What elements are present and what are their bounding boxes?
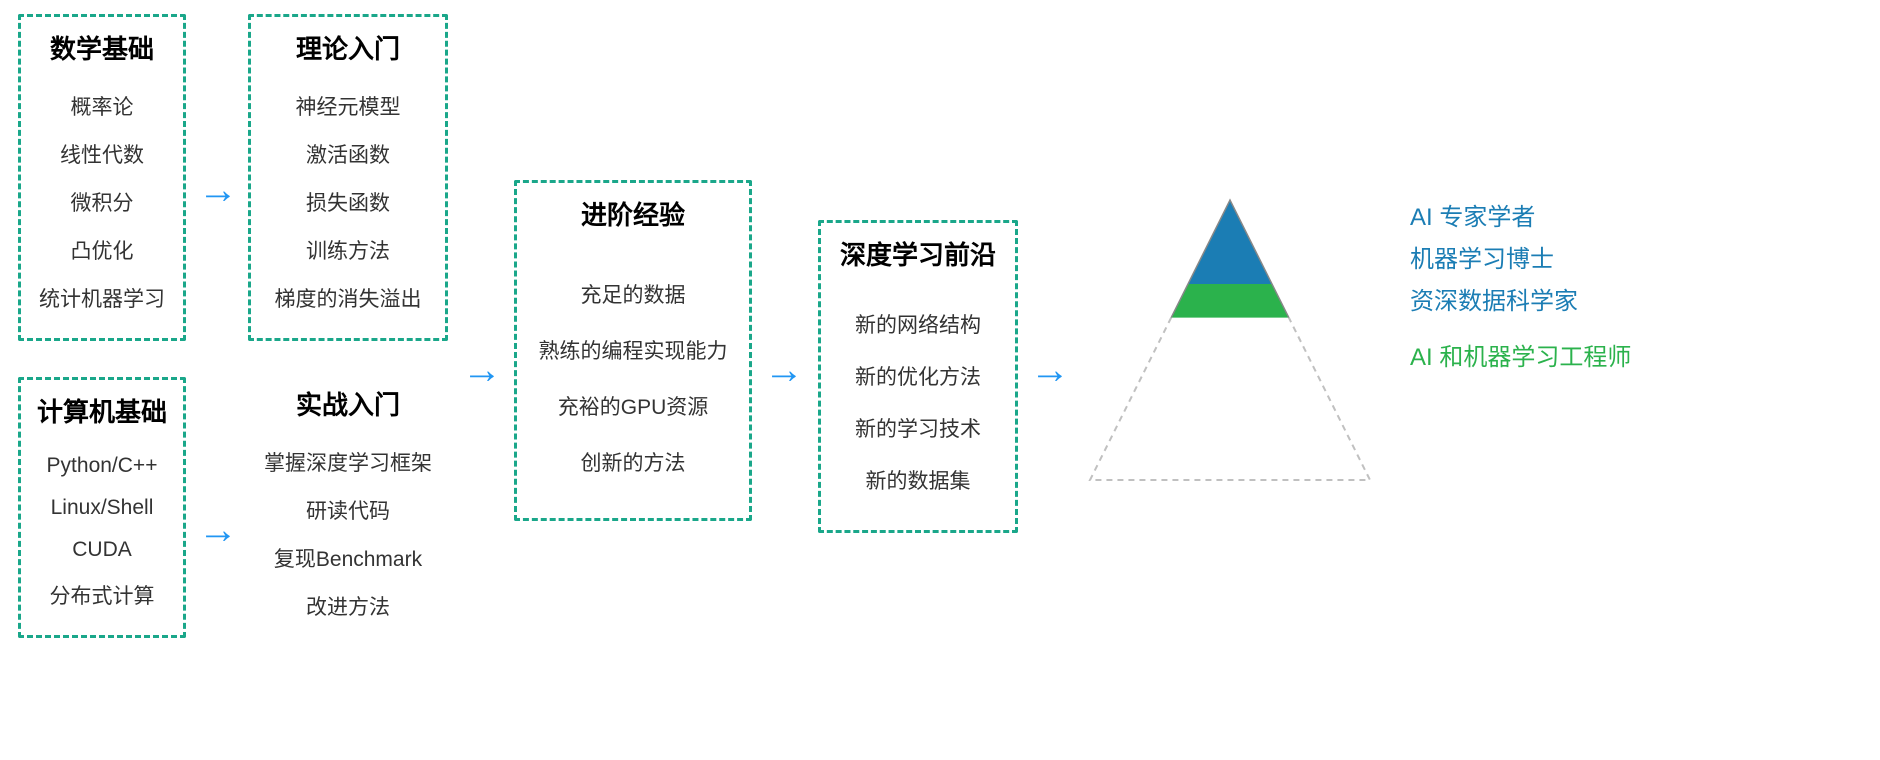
box-cs-foundation: 计算机基础 Python/C++ Linux/Shell CUDA 分布式计算 [18,377,186,638]
box-theory-intro: 理论入门 神经元模型 激活函数 损失函数 训练方法 梯度的消失溢出 [248,14,448,341]
box-advanced-experience: 进阶经验 充足的数据 熟练的编程实现能力 充裕的GPU资源 创新的方法 [514,180,752,521]
box-item: Python/C++ [47,454,158,478]
box-item: 激活函数 [306,139,390,169]
box-item: 充足的数据 [581,279,686,309]
legend-line: AI 和机器学习工程师 [1410,340,1631,376]
arrow-icon: → [462,350,502,390]
box-item: 神经元模型 [296,91,401,121]
box-item: 充裕的GPU资源 [558,391,709,421]
box-item: Linux/Shell [51,496,154,520]
column-1: 数学基础 概率论 线性代数 微积分 凸优化 统计机器学习 计算机基础 Pytho… [18,14,186,638]
box-item: 新的优化方法 [855,361,981,391]
box-item: 统计机器学习 [39,283,165,313]
box-item: 梯度的消失溢出 [275,283,422,313]
box-item: 新的网络结构 [855,309,981,339]
box-title: 深度学习前沿 [840,235,996,272]
legend: AI 专家学者 机器学习博士 资深数据科学家 AI 和机器学习工程师 [1410,200,1631,376]
box-item: 新的数据集 [866,465,971,495]
pyramid [1085,190,1375,495]
legend-line: 资深数据科学家 [1410,284,1631,320]
box-item: 分布式计算 [50,580,155,610]
pyramid-svg [1085,190,1375,490]
box-item: 微积分 [71,187,134,217]
box-title: 理论入门 [296,29,400,66]
box-math-foundation: 数学基础 概率论 线性代数 微积分 凸优化 统计机器学习 [18,14,186,341]
box-item: 新的学习技术 [855,413,981,443]
box-title: 实战入门 [296,385,400,422]
arrow-icon: → [198,510,238,550]
arrow-icon: → [1030,350,1070,390]
legend-line: AI 专家学者 [1410,200,1631,236]
box-item: 复现Benchmark [274,543,422,573]
box-item: 损失函数 [306,187,390,217]
arrow-icon: → [198,170,238,210]
box-title: 进阶经验 [581,195,685,232]
arrow-icon: → [764,350,804,390]
box-title: 计算机基础 [37,392,167,429]
box-practice-intro: 实战入门 掌握深度学习框架 研读代码 复现Benchmark 改进方法 [264,385,432,630]
box-item: 熟练的编程实现能力 [539,335,728,365]
box-item: 概率论 [71,91,134,121]
legend-line: 机器学习博士 [1410,242,1631,278]
box-frontiers: 深度学习前沿 新的网络结构 新的优化方法 新的学习技术 新的数据集 [818,220,1018,533]
column-2: 理论入门 神经元模型 激活函数 损失函数 训练方法 梯度的消失溢出 实战入门 掌… [248,14,448,630]
box-item: 线性代数 [60,139,144,169]
column-4: 深度学习前沿 新的网络结构 新的优化方法 新的学习技术 新的数据集 [818,220,1018,533]
box-item: CUDA [72,538,132,562]
box-item: 凸优化 [71,235,134,265]
box-title: 数学基础 [50,29,154,66]
box-item: 掌握深度学习框架 [264,447,432,477]
box-item: 改进方法 [306,591,390,621]
box-item: 训练方法 [306,235,390,265]
column-3: 进阶经验 充足的数据 熟练的编程实现能力 充裕的GPU资源 创新的方法 [514,180,752,521]
box-item: 创新的方法 [581,447,686,477]
box-item: 研读代码 [306,495,390,525]
